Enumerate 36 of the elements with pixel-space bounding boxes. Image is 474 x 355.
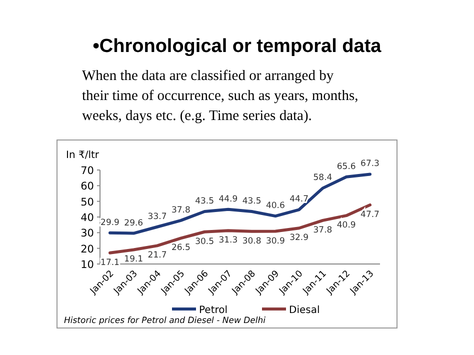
y-tick-label: 70: [80, 165, 94, 177]
data-label: 37.8: [171, 205, 190, 216]
y-tick-label: 40: [80, 212, 94, 224]
y-tick-label: 30: [80, 228, 94, 240]
y-tick-label: 10: [80, 259, 94, 271]
chart-subtitle: When the data are classified or arranged by their time of occurrence, such as years, months, weeks, days etc. (e.g. Time series data).: [82, 68, 358, 124]
data-label: 40.9: [336, 220, 356, 231]
y-tick-label: 60: [80, 180, 94, 193]
data-label: 32.9: [290, 233, 309, 244]
data-label: 65.6: [336, 162, 356, 172]
data-label: 19.1: [124, 254, 144, 265]
data-label: 37.8: [313, 225, 332, 236]
data-label: 30.8: [242, 236, 262, 246]
text: Historic prices for Petrol and Diesel - New Delhi: [64, 316, 266, 326]
y-tick-label: 50: [80, 196, 94, 208]
data-label: 30.9: [266, 236, 285, 246]
y-axis-title: In ₹/ltr: [66, 150, 100, 161]
data-label: 67.3: [360, 159, 380, 170]
data-label: 33.7: [148, 212, 167, 222]
data-label: 44.9: [218, 194, 238, 204]
data-label: 31.3: [218, 236, 238, 246]
data-label: 44.7: [290, 194, 309, 205]
y-tick-label: 20: [80, 243, 94, 256]
data-label: 21.7: [148, 250, 167, 261]
data-label: 29.9: [100, 218, 120, 228]
legend-label: Diesal: [289, 305, 320, 316]
data-label: 47.7: [360, 210, 380, 220]
data-label: 30.5: [195, 236, 214, 247]
data-label: 43.5: [195, 196, 214, 207]
data-label: 58.4: [313, 173, 332, 184]
chart-title: •Chronological or temporal data: [92, 36, 382, 57]
data-label: 29.6: [124, 218, 144, 228]
legend-label: Petrol: [199, 305, 228, 316]
data-label: 26.5: [171, 243, 190, 254]
data-label: 40.6: [266, 201, 285, 212]
data-label: 43.5: [242, 196, 262, 207]
